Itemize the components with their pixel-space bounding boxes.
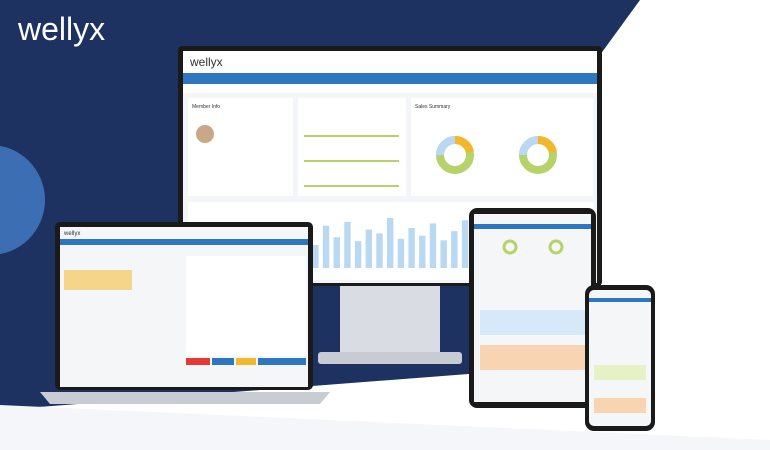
- phone-screen: [589, 290, 651, 426]
- tablet-screen: [474, 214, 591, 402]
- chart-area: [594, 398, 646, 413]
- bar: [312, 244, 319, 268]
- bar: [429, 223, 437, 268]
- brand-logo: wellyx: [17, 11, 105, 47]
- monitor-logo: wellyx: [189, 55, 223, 69]
- cart: [186, 256, 306, 356]
- panel-title: Member Info: [192, 104, 220, 110]
- donut: [502, 239, 518, 255]
- panel: [188, 98, 293, 196]
- button: [186, 358, 210, 365]
- bar: [333, 237, 340, 268]
- progress: [304, 160, 399, 162]
- panel: [298, 98, 406, 196]
- donut-segment: [537, 136, 557, 154]
- donut-segment: [436, 136, 456, 156]
- button: [258, 358, 306, 365]
- bar: [451, 231, 458, 268]
- circle-deco: [0, 145, 45, 255]
- monitor-nav: [183, 73, 597, 84]
- bar: [408, 228, 415, 268]
- laptop-logo: wellyx: [63, 231, 80, 237]
- bar: [354, 241, 362, 268]
- bar: [376, 233, 383, 268]
- bar: [461, 220, 469, 268]
- bar: [440, 240, 447, 268]
- chart-area: [594, 365, 646, 380]
- panel-title: Sales Summary: [415, 104, 451, 110]
- bar: [386, 218, 394, 268]
- bar: [419, 235, 426, 268]
- bar: [365, 229, 373, 268]
- monitor-stand: [340, 286, 440, 356]
- tablet-nav: [474, 224, 591, 229]
- monitor-subnav: [183, 84, 597, 93]
- monitor-header: [183, 51, 597, 73]
- monitor-base: [318, 352, 462, 364]
- chart-area: [480, 310, 585, 335]
- phone-nav: [589, 298, 651, 302]
- bar: [322, 225, 330, 268]
- progress: [304, 135, 399, 137]
- card: [64, 270, 132, 290]
- chart-area: [480, 345, 585, 370]
- donut-segment: [454, 136, 474, 154]
- bar: [397, 238, 405, 268]
- laptop-base: [40, 392, 330, 404]
- floor: [0, 405, 770, 450]
- donut-segment: [519, 136, 539, 156]
- button: [212, 358, 234, 365]
- bar: [344, 221, 351, 268]
- avatar: [196, 125, 214, 143]
- progress: [304, 185, 399, 187]
- button: [236, 358, 256, 365]
- laptop-nav: [60, 239, 308, 245]
- donut: [548, 239, 564, 255]
